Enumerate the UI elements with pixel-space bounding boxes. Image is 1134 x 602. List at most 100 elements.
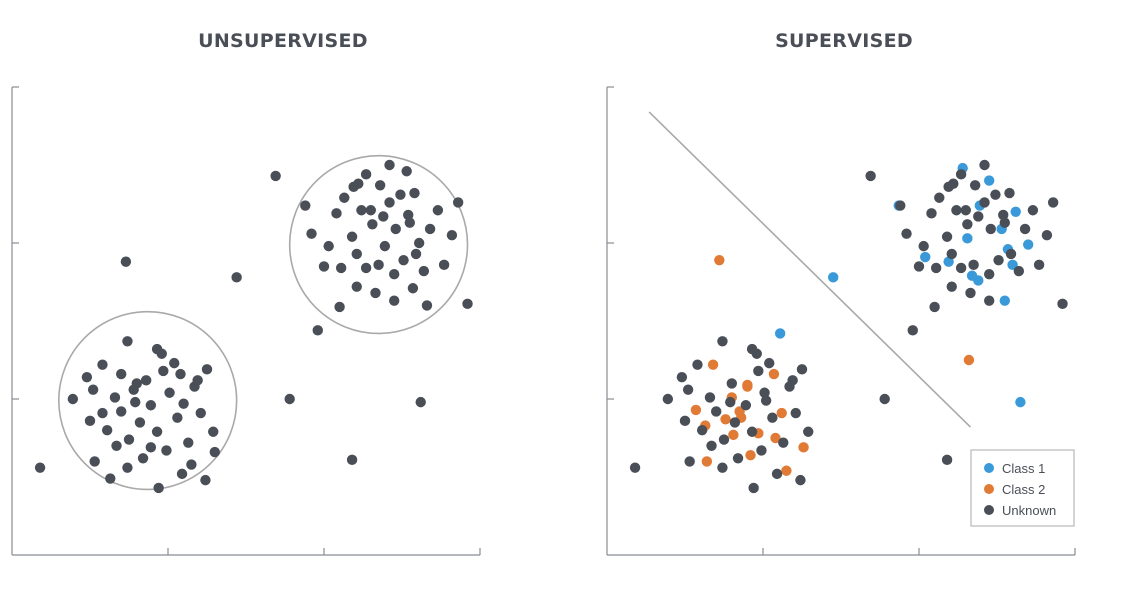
unknown-point xyxy=(725,396,736,408)
class2-point xyxy=(742,379,753,391)
unknown-point xyxy=(452,197,464,208)
class1-point xyxy=(943,256,954,267)
unknown-point xyxy=(323,240,334,252)
class2-point xyxy=(770,432,781,444)
unknown-point xyxy=(351,281,362,292)
class2-point xyxy=(798,442,809,453)
unknown-point xyxy=(101,425,113,436)
unknown-point xyxy=(424,223,436,235)
unknown-point xyxy=(413,237,425,249)
unknown-point xyxy=(985,223,996,235)
unknown-point xyxy=(778,437,789,448)
legend-unknown-label: Unknown xyxy=(1002,503,1056,518)
unknown-point xyxy=(418,265,430,277)
unknown-point xyxy=(111,440,122,451)
class2-point xyxy=(714,254,725,266)
unknown-point xyxy=(178,398,189,409)
unknown-point xyxy=(1027,205,1039,216)
unknown-point xyxy=(67,393,79,405)
unknown-point xyxy=(421,300,433,311)
decision-boundary-line xyxy=(648,111,972,428)
unknown-point xyxy=(1019,223,1031,235)
supervised-panel xyxy=(606,86,1076,556)
unknown-point xyxy=(346,231,358,242)
unknown-point xyxy=(270,170,281,182)
unknown-point xyxy=(960,205,971,216)
unknown-point xyxy=(360,169,372,180)
unknown-point xyxy=(415,396,426,408)
unknown-point xyxy=(760,395,772,406)
unknown-point xyxy=(122,462,133,473)
unknown-point xyxy=(153,482,164,494)
unknown-point xyxy=(209,446,220,458)
unknown-point xyxy=(717,336,728,347)
unknown-point xyxy=(955,169,967,180)
unknown-point xyxy=(389,269,400,280)
legend-class-1-marker xyxy=(984,463,994,473)
unknown-point xyxy=(164,387,175,398)
class2-point xyxy=(776,407,787,419)
unknown-point xyxy=(134,417,146,428)
class1-point xyxy=(962,233,973,244)
class2-point xyxy=(728,429,739,441)
unknown-point xyxy=(879,393,890,405)
unknown-point xyxy=(984,295,995,306)
unknown-point xyxy=(183,437,194,448)
unknown-point xyxy=(195,407,206,419)
unknown-point xyxy=(122,336,133,347)
unknown-point xyxy=(696,425,708,436)
unknown-point xyxy=(946,248,957,260)
unknown-point xyxy=(97,407,108,419)
unknown-point xyxy=(732,453,744,464)
unknown-point xyxy=(389,295,400,306)
unknown-point xyxy=(676,371,688,383)
unknown-point xyxy=(748,482,759,494)
unknown-point xyxy=(990,189,1001,200)
unknown-point xyxy=(97,359,108,370)
unknown-point xyxy=(398,254,409,266)
legend-class-2-marker xyxy=(984,484,994,494)
unknown-point xyxy=(759,387,770,398)
unknown-point xyxy=(729,417,741,428)
unknown-point xyxy=(979,197,990,208)
unknown-point xyxy=(370,287,381,299)
unknown-point xyxy=(1057,298,1068,310)
unknown-point xyxy=(895,200,906,211)
legend-unknown-marker xyxy=(984,505,994,515)
legend-class-1-label: Class 1 xyxy=(1002,461,1045,476)
unknown-point xyxy=(438,259,450,271)
unknown-point xyxy=(946,281,957,292)
unknown-point xyxy=(116,368,127,380)
class2-point xyxy=(745,449,756,461)
supervised-title: SUPERVISED xyxy=(775,30,913,52)
class1-point xyxy=(999,295,1010,306)
unknown-point xyxy=(300,200,311,211)
unknown-point xyxy=(201,364,213,375)
unknown-point xyxy=(200,474,211,486)
unknown-point xyxy=(1005,248,1017,260)
unknown-point xyxy=(901,228,912,239)
unknown-point xyxy=(965,287,976,299)
unknown-point xyxy=(192,375,203,386)
unknown-point xyxy=(384,197,395,208)
unknown-point xyxy=(356,205,367,216)
unknown-point xyxy=(378,211,389,222)
unknown-point xyxy=(351,248,362,260)
unknown-point xyxy=(145,400,157,411)
unknown-point xyxy=(446,230,458,241)
unknown-point xyxy=(771,468,783,480)
unknown-point xyxy=(335,262,347,274)
unknown-point xyxy=(930,262,942,274)
unknown-point xyxy=(84,415,96,427)
unknown-point xyxy=(718,434,730,445)
unknown-point xyxy=(374,180,386,191)
unknown-point xyxy=(360,262,372,274)
unknown-point xyxy=(926,208,937,219)
unsupervised-title: UNSUPERVISED xyxy=(198,30,368,52)
unknown-point xyxy=(123,434,135,445)
unknown-point xyxy=(87,384,99,395)
class2-point xyxy=(690,404,702,416)
class2-point xyxy=(707,359,719,370)
unknown-point xyxy=(998,209,1009,221)
unknown-point xyxy=(208,426,219,437)
